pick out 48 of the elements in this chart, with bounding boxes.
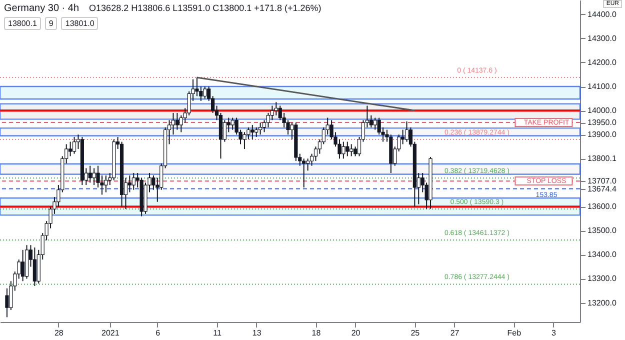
y-tick-label: 14300.0 [588, 34, 617, 43]
y-tick-label: 14200.0 [588, 58, 617, 67]
annotation: 13800.1 [4, 17, 41, 30]
candlestick [88, 165, 92, 184]
candlestick [270, 105, 274, 121]
x-tick-label: 20 [351, 328, 361, 338]
candlestick [21, 249, 25, 282]
annotation: 13801.0 [61, 17, 98, 30]
x-tick-label: 3 [552, 328, 557, 338]
candlestick [175, 112, 179, 130]
y-tick-label: 13500.0 [588, 226, 617, 236]
x-tick-label: 11 [213, 328, 222, 338]
x-tick-label: 13 [252, 328, 262, 338]
chart-title: Germany 30 · 4h [4, 3, 80, 14]
candlestick [195, 76, 199, 97]
y-tick-label: 14000.0 [588, 106, 617, 116]
candlestick [346, 141, 350, 157]
candlestick [203, 86, 207, 100]
x-tick-label: 27 [450, 328, 460, 338]
y-tick-label: 13200.0 [588, 298, 617, 308]
y-tick-label: 13600.0 [588, 202, 617, 212]
candlestick [32, 247, 36, 286]
y-tick-label: 14400.0 [588, 10, 617, 19]
y-tick-label: 13674.4 [588, 184, 617, 194]
annotation: 9 [44, 17, 58, 30]
candlestick [128, 174, 132, 193]
candlestick [68, 141, 72, 157]
y-tick-label: 13300.0 [588, 274, 617, 284]
candlestick [350, 144, 354, 157]
x-tick-label: 2021 [101, 328, 120, 338]
y-tick-label: 13950.0 [588, 118, 617, 128]
x-tick-label: 6 [156, 328, 161, 338]
y-tick-label: 13800.1 [588, 154, 617, 164]
y-tick-label: 13900.0 [588, 130, 617, 140]
y-tick-label: 13400.0 [588, 250, 617, 260]
candlestick [274, 102, 278, 116]
candlestick [5, 288, 9, 318]
candlestick [302, 158, 306, 188]
y-tick-label: 13707.0 [588, 176, 617, 186]
candlestick [250, 124, 254, 140]
x-tick-label: 25 [410, 328, 420, 338]
y-tick-label: 14100.0 [588, 82, 617, 92]
x-tick-label: 28 [54, 328, 64, 338]
candlestick [369, 114, 373, 128]
x-tick-label: Feb [507, 328, 522, 338]
chart-subtitle: O13628.2 H13806.6 L13591.0 C13800.1 +171.8 (+1.26%) [89, 3, 322, 13]
candlestick [342, 141, 346, 160]
x-tick-label: 18 [312, 328, 322, 338]
